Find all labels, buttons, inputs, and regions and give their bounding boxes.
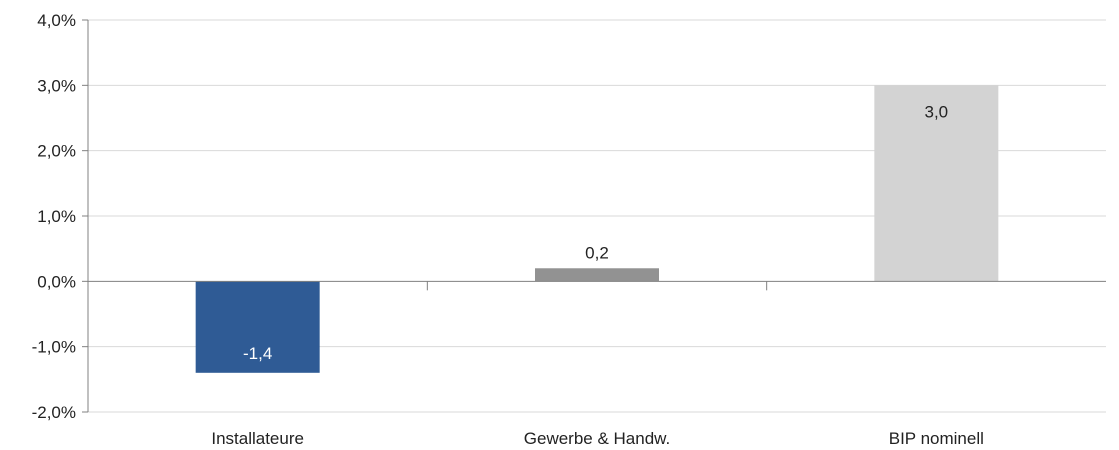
y-tick-label: 0,0%: [37, 272, 76, 291]
bar: [535, 268, 659, 282]
bars: [195, 85, 999, 373]
y-tick-label: 2,0%: [37, 142, 76, 161]
category-label: BIP nominell: [889, 429, 984, 448]
data-label: -1,4: [243, 344, 272, 363]
y-tick-label: 3,0%: [37, 76, 76, 95]
y-tick-label: -2,0%: [32, 403, 76, 422]
labels: -2,0% -1,0% 0,0% 1,0% 2,0% 3,0% 4,0% Installate…: [32, 11, 984, 448]
category-label: Installateure: [211, 429, 304, 448]
bar: [874, 85, 999, 282]
data-label: 0,2: [585, 243, 609, 262]
category-label: Gewerbe & Handw.: [524, 429, 670, 448]
axes: [82, 19, 1106, 413]
data-label: 3,0: [925, 102, 949, 121]
y-tick-label: 4,0%: [37, 11, 76, 30]
y-tick-label: -1,0%: [32, 338, 76, 357]
y-tick-label: 1,0%: [37, 207, 76, 226]
bar: [195, 281, 320, 373]
